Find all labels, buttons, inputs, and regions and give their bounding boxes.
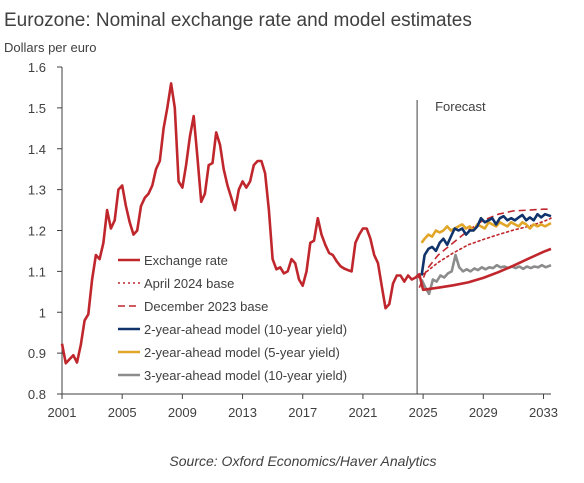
y-tick-label: 1.1 bbox=[28, 264, 46, 279]
x-tick-label: 2017 bbox=[288, 405, 317, 420]
legend: Exchange rate April 2024 base December 202… bbox=[118, 253, 347, 383]
y-tick-label: 0.8 bbox=[28, 387, 46, 402]
x-tick-label: 2001 bbox=[48, 405, 77, 420]
x-tick-label: 2029 bbox=[469, 405, 498, 420]
y-axis-label: Dollars per euro bbox=[4, 40, 97, 55]
legend-label-0: Exchange rate bbox=[144, 253, 228, 268]
legend-label-2: December 2023 base bbox=[144, 299, 268, 314]
series-line-0 bbox=[60, 82, 552, 365]
x-tick-label: 2033 bbox=[529, 405, 558, 420]
series-line-1 bbox=[417, 217, 552, 279]
y-tick-label: 1.4 bbox=[28, 142, 46, 157]
y-axis: 0.8 0.9 1 1.1 1.2 1.3 1.4 1.5 1.6 bbox=[28, 60, 63, 402]
y-tick-label: 1.5 bbox=[28, 101, 46, 116]
y-tick-label: 1.2 bbox=[28, 224, 46, 239]
y-tick-label: 1.6 bbox=[28, 60, 46, 75]
series-group bbox=[60, 82, 552, 365]
legend-label-1: April 2024 base bbox=[144, 276, 234, 291]
chart-title: Eurozone: Nominal exchange rate and mode… bbox=[4, 10, 472, 31]
x-tick-label: 2005 bbox=[108, 405, 137, 420]
x-tick-label: 2025 bbox=[409, 405, 438, 420]
x-tick-label: 2013 bbox=[228, 405, 257, 420]
x-axis: 2001 2005 2009 2013 2017 2021 2025 2029 2033 bbox=[48, 393, 558, 420]
y-tick-label: 1.3 bbox=[28, 183, 46, 198]
series-line-2 bbox=[418, 208, 551, 289]
x-tick-label: 2021 bbox=[348, 405, 377, 420]
legend-label-5: 3-year-ahead model (10-year yield) bbox=[144, 368, 347, 383]
series-line-3 bbox=[420, 212, 552, 276]
x-tick-label: 2009 bbox=[168, 405, 197, 420]
source-note: Source: Oxford Economics/Haver Analytics bbox=[169, 453, 436, 469]
series-line-4 bbox=[420, 221, 552, 244]
legend-label-3: 2-year-ahead model (10-year yield) bbox=[144, 322, 347, 337]
forecast-label: Forecast bbox=[435, 99, 486, 114]
legend-label-4: 2-year-ahead model (5-year yield) bbox=[144, 345, 340, 360]
series-line-5 bbox=[420, 253, 552, 296]
y-tick-label: 0.9 bbox=[28, 346, 46, 361]
y-tick-label: 1 bbox=[39, 305, 46, 320]
